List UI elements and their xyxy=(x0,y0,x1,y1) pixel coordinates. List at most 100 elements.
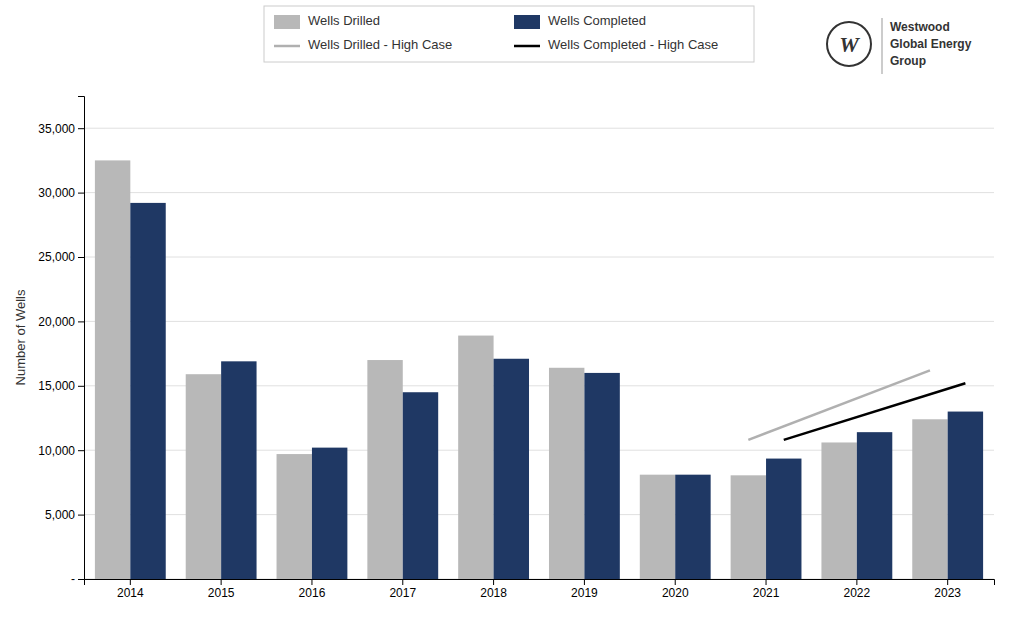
legend-swatch xyxy=(274,15,300,29)
tick: 15,000 xyxy=(38,379,84,393)
tick-mark xyxy=(493,579,494,585)
tick-mark xyxy=(766,579,767,585)
legend-label: Wells Drilled xyxy=(308,13,380,28)
tick-mark xyxy=(78,193,84,194)
bar xyxy=(494,359,529,579)
bar xyxy=(403,392,438,579)
bar xyxy=(731,475,766,579)
tick: 2021 xyxy=(753,579,780,600)
bar xyxy=(312,448,347,579)
tick: 2020 xyxy=(662,579,689,600)
tick: 25,000 xyxy=(38,250,84,264)
tick-label: 30,000 xyxy=(38,186,75,200)
tick-mark xyxy=(947,579,948,585)
tick-mark xyxy=(856,579,857,585)
chart: - 5,000 10,000 15,000 20,000 25,000 30,000 35,0… xyxy=(0,0,1024,619)
bar xyxy=(766,459,801,579)
tick-mark xyxy=(130,579,131,585)
legend-frame xyxy=(264,6,754,62)
line xyxy=(784,383,966,440)
tick-mark xyxy=(78,579,84,580)
legend: Wells Drilled Wells Completed Wells Drille… xyxy=(264,6,754,62)
tick: 2023 xyxy=(934,579,961,600)
tick-mark xyxy=(78,321,84,322)
bar xyxy=(640,475,675,579)
tick: 30,000 xyxy=(38,186,84,200)
grid-line xyxy=(84,128,994,129)
tick-label: 15,000 xyxy=(38,379,75,393)
tick-label: 2019 xyxy=(571,586,598,600)
tick-mark xyxy=(78,515,84,516)
bar xyxy=(948,412,983,579)
legend-item: Wells Completed xyxy=(514,13,646,29)
tick-mark xyxy=(311,579,312,585)
tick: 2018 xyxy=(480,579,507,600)
grid-line xyxy=(84,321,994,322)
axis-line xyxy=(78,97,85,580)
tick-mark xyxy=(402,579,403,585)
tick: 35,000 xyxy=(38,122,84,136)
legend-swatch xyxy=(514,45,540,48)
tick: 10,000 xyxy=(38,444,84,458)
bar xyxy=(95,160,130,579)
bar xyxy=(549,368,584,579)
tick-label: 5,000 xyxy=(45,508,75,522)
bar xyxy=(186,374,221,579)
grid xyxy=(84,128,994,579)
logo: WWestwoodGlobal EnergyGroup xyxy=(827,18,972,74)
bar xyxy=(675,475,710,579)
tick-mark xyxy=(78,386,84,387)
tick-label: 10,000 xyxy=(38,444,75,458)
legend-item: Wells Completed - High Case xyxy=(514,37,718,52)
logo-mark: W xyxy=(839,32,860,57)
bar xyxy=(857,432,892,579)
tick-label: - xyxy=(71,572,75,586)
bar xyxy=(821,442,856,579)
tick-mark xyxy=(78,257,84,258)
y-axis-title: Number of Wells xyxy=(13,289,28,385)
tick-label: 2021 xyxy=(753,586,780,600)
tick-label: 2014 xyxy=(117,586,144,600)
plot-area: - 5,000 10,000 15,000 20,000 25,000 30,000 35,0… xyxy=(38,97,994,600)
tick-label: 2016 xyxy=(299,586,326,600)
tick: 2022 xyxy=(844,579,871,600)
grid-line xyxy=(84,192,994,193)
tick: 2017 xyxy=(389,579,416,600)
x-axis: 2014 2015 2016 2017 2018 2019 2020 2021 2022 2023 xyxy=(85,579,995,600)
line xyxy=(748,370,930,440)
tick-label: 2022 xyxy=(844,586,871,600)
tick-label: 35,000 xyxy=(38,122,75,136)
logo-text: Global Energy xyxy=(890,37,972,51)
bar xyxy=(130,203,165,579)
bar xyxy=(221,361,256,579)
tick: 2015 xyxy=(208,579,235,600)
tick: 5,000 xyxy=(45,508,84,522)
tick-label: 25,000 xyxy=(38,250,75,264)
tick: 2016 xyxy=(299,579,326,600)
grid-line xyxy=(84,257,994,258)
tick-label: 2017 xyxy=(389,586,416,600)
tick-mark xyxy=(675,579,676,585)
bar xyxy=(458,336,493,579)
tick: 20,000 xyxy=(38,315,84,329)
tick-label: 2020 xyxy=(662,586,689,600)
legend-label: Wells Completed - High Case xyxy=(548,37,718,52)
legend-swatch xyxy=(514,15,540,29)
bar xyxy=(367,360,402,579)
tick-mark xyxy=(78,128,84,129)
logo-circle xyxy=(827,22,871,66)
tick: - xyxy=(71,572,84,586)
bar-series xyxy=(95,160,948,579)
tick-mark xyxy=(78,450,84,451)
axis-line xyxy=(85,580,995,586)
legend-label: Wells Drilled - High Case xyxy=(308,37,452,52)
tick-mark xyxy=(584,579,585,585)
logo-text: Westwood xyxy=(890,20,950,34)
bar xyxy=(912,419,947,579)
legend-item: Wells Drilled xyxy=(274,13,380,29)
marks xyxy=(95,160,983,579)
tick-label: 2015 xyxy=(208,586,235,600)
bar xyxy=(277,454,312,579)
legend-label: Wells Completed xyxy=(548,13,646,28)
bar xyxy=(584,373,619,579)
